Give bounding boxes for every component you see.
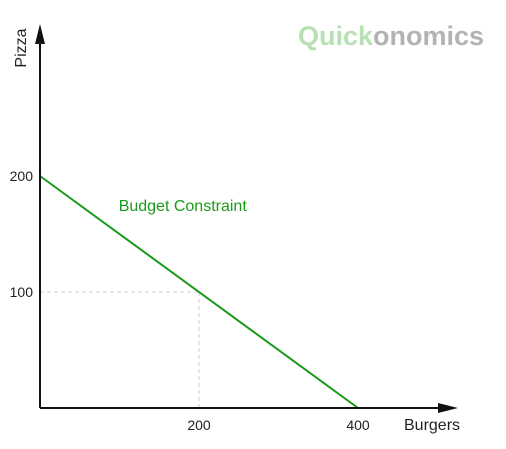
- y-tick-label: 200: [10, 168, 34, 184]
- x-axis-arrow-icon: [438, 403, 458, 413]
- logo-onomics: onomics: [373, 21, 484, 51]
- y-axis-title: Pizza: [13, 28, 30, 67]
- budget-constraint-line: [39, 175, 359, 409]
- x-tick-label: 400: [346, 417, 370, 433]
- x-axis-title: Burgers: [404, 417, 460, 434]
- y-axis-arrow-icon: [35, 24, 45, 44]
- quickonomics-logo: Quickonomics: [298, 21, 484, 51]
- y-tick-label: 100: [10, 284, 34, 300]
- x-tick-label: 200: [187, 417, 211, 433]
- logo-quick: Quick: [298, 21, 374, 51]
- budget-constraint-label: Budget Constraint: [119, 198, 248, 215]
